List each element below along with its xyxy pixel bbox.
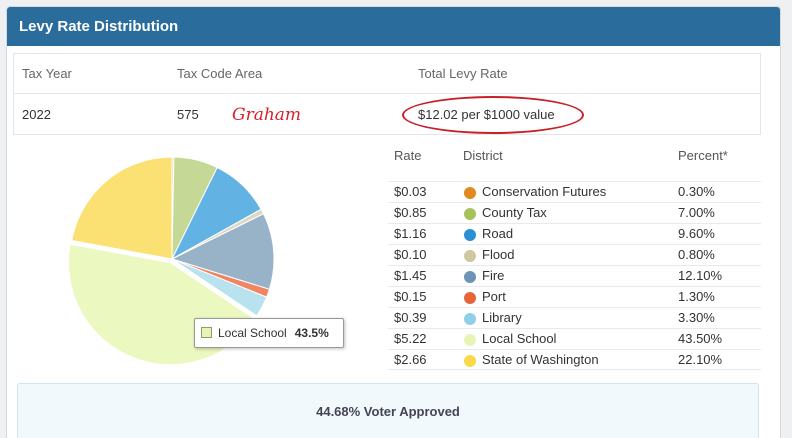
voter-approved-box: 44.68% Voter Approved (17, 383, 759, 438)
district-name: State of Washington (482, 352, 599, 367)
district-color-dot (464, 229, 476, 241)
column-header-percent: Percent* (678, 148, 728, 163)
graham-annotation: Graham (232, 105, 302, 125)
tax-info-value-row: 2022 575 Graham $12.02 per $1000 value (14, 95, 760, 135)
tax-code-area-value: 575 (177, 107, 199, 122)
district-rate: $1.45 (394, 268, 427, 283)
tooltip-swatch (201, 327, 212, 338)
district-rate: $1.16 (394, 226, 427, 241)
district-rate: $0.85 (394, 205, 427, 220)
district-rate: $2.66 (394, 352, 427, 367)
district-percent: 0.80% (678, 247, 715, 262)
district-rate: $5.22 (394, 331, 427, 346)
district-rate: $0.15 (394, 289, 427, 304)
district-row: $0.10 Flood 0.80% (388, 244, 761, 265)
total-levy-rate-value: $12.02 per $1000 value (418, 107, 555, 122)
tooltip-value: 43.5% (294, 326, 329, 340)
district-color-dot (464, 313, 476, 325)
tax-info-header-row: Tax Year Tax Code Area Total Levy Rate (14, 54, 760, 94)
district-percent: 43.50% (678, 331, 723, 346)
district-percent: 1.30% (678, 289, 715, 304)
tooltip-label: Local School (218, 326, 287, 340)
district-percent: 3.30% (678, 310, 715, 325)
district-row: $0.15 Port 1.30% (388, 286, 761, 307)
district-name: Port (482, 289, 506, 304)
district-percent: 12.10% (678, 268, 723, 283)
district-percent: 7.00% (678, 205, 715, 220)
district-color-dot (464, 334, 476, 346)
tax-year-value: 2022 (22, 107, 51, 122)
pie-slice-library[interactable] (171, 258, 268, 317)
district-color-dot (464, 187, 476, 199)
voter-approved-text: 44.68% Voter Approved (316, 404, 460, 419)
column-header-district: District (463, 148, 503, 163)
district-table: $0.03 Conservation Futures 0.30% $0.85 Count… (388, 181, 761, 370)
district-rate: $0.10 (394, 247, 427, 262)
highlight-ellipse (402, 96, 584, 134)
district-name: Fire (482, 268, 505, 283)
header-total-levy-rate: Total Levy Rate (418, 66, 508, 81)
panel-title: Levy Rate Distribution (7, 7, 780, 46)
district-name: Road (482, 226, 514, 241)
district-color-dot (464, 250, 476, 262)
column-header-rate: Rate (394, 148, 422, 163)
district-name: Library (482, 310, 522, 325)
header-tax-year: Tax Year (22, 66, 72, 81)
district-color-dot (464, 271, 476, 283)
district-row: $5.22 Local School 43.50% (388, 328, 761, 349)
district-percent: 9.60% (678, 226, 715, 241)
district-name: County Tax (482, 205, 547, 220)
district-rate: $0.39 (394, 310, 427, 325)
district-row: $1.16 Road 9.60% (388, 223, 761, 244)
district-row: $2.66 State of Washington 22.10% (388, 349, 761, 370)
district-color-dot (464, 355, 476, 367)
district-rate: $0.03 (394, 184, 427, 199)
pie-slice-fire[interactable] (170, 213, 275, 290)
district-row: $0.03 Conservation Futures 0.30% (388, 181, 761, 202)
district-name: Local School (482, 331, 557, 346)
chart-tooltip: Local School 43.5% (194, 318, 344, 348)
district-row: $0.39 Library 3.30% (388, 307, 761, 328)
district-name: Flood (482, 247, 515, 262)
district-percent: 0.30% (678, 184, 715, 199)
district-row: $1.45 Fire 12.10% (388, 265, 761, 286)
district-color-dot (464, 208, 476, 220)
pie-slice-state-of-washington[interactable] (71, 156, 173, 260)
district-row: $0.85 County Tax 7.00% (388, 202, 761, 223)
header-tax-code-area: Tax Code Area (177, 66, 263, 81)
district-percent: 22.10% (678, 352, 723, 367)
tax-info-table: Tax Year Tax Code Area Total Levy Rate 2… (13, 53, 761, 135)
district-color-dot (464, 292, 476, 304)
district-name: Conservation Futures (482, 184, 607, 199)
